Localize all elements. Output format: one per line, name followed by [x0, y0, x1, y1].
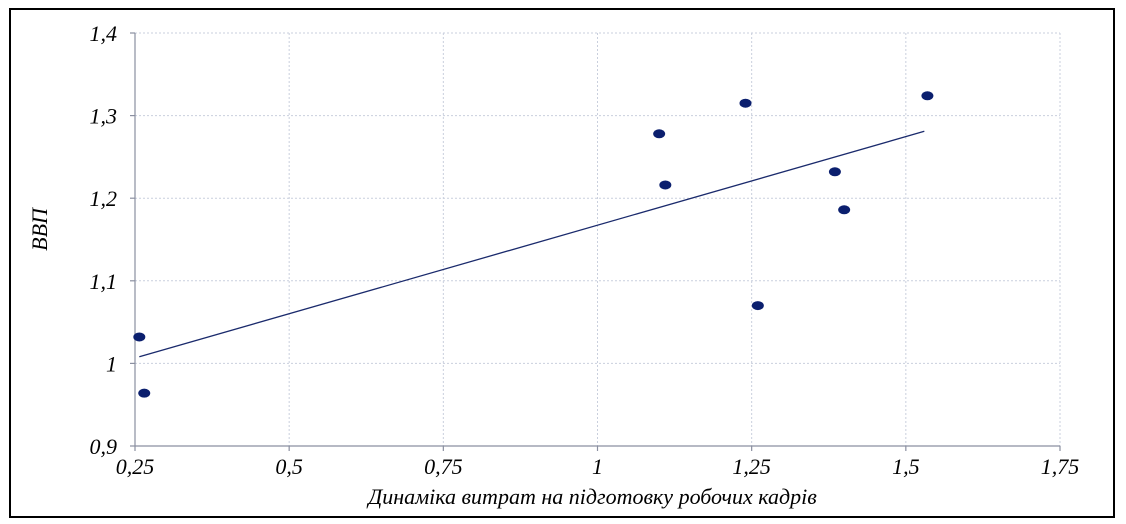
- data-point: [138, 388, 151, 398]
- data-point: [751, 301, 764, 311]
- data-point: [739, 98, 752, 108]
- x-tick-label: 0,75: [424, 454, 463, 479]
- y-tick-label: 1,2: [90, 186, 118, 211]
- x-tick-label: 0,5: [275, 454, 303, 479]
- data-point: [659, 180, 672, 190]
- axes: [130, 32, 1061, 451]
- y-tick-label: 1,1: [90, 269, 118, 294]
- tick-labels: 0,9 1 1,1 1,2 1,3 1,4 0,25 0,5 0,75 1 1,25 1,5 1,75: [90, 21, 1080, 479]
- y-axis-title: ВВП: [27, 207, 52, 251]
- data-marks: [133, 91, 934, 398]
- data-point: [921, 91, 934, 101]
- x-tick-label: 0,25: [116, 454, 155, 479]
- y-tick-label: 1,4: [90, 21, 118, 46]
- data-point: [838, 205, 851, 215]
- y-tick-label: 1: [106, 351, 117, 376]
- x-tick-label: 1,25: [732, 454, 771, 479]
- data-point: [653, 129, 666, 139]
- x-axis-title: Динаміка витрат на підготовку робочих ка…: [366, 484, 817, 509]
- grid: [135, 32, 1061, 446]
- trendline: [139, 130, 925, 358]
- x-tick-label: 1,75: [1041, 454, 1080, 479]
- y-tick-label: 0,9: [90, 434, 118, 459]
- y-tick-label: 1,3: [90, 104, 118, 129]
- data-point: [133, 332, 146, 342]
- data-point: [828, 167, 841, 177]
- x-tick-label: 1: [592, 454, 603, 479]
- x-tick-label: 1,5: [892, 454, 920, 479]
